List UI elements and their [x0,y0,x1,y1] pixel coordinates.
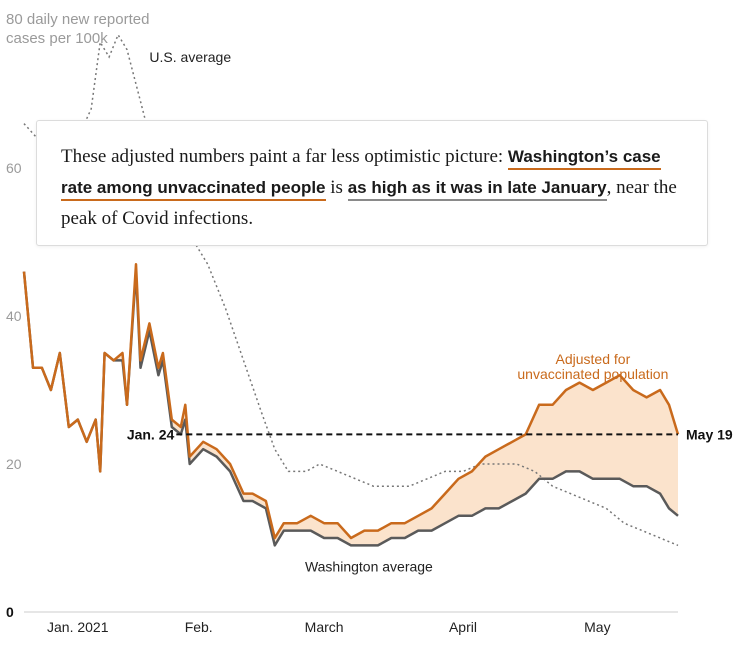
reference-end-label: May 19 [686,426,733,442]
x-tick-label: Feb. [185,619,213,635]
adjusted-label-line2: unvaccinated population [517,366,668,382]
callout-text-before: These adjusted numbers paint a far less … [61,146,508,167]
callout-text: These adjusted numbers paint a far less … [61,141,691,234]
callout-box: These adjusted numbers paint a far less … [36,120,708,246]
callout-highlight-gray: as high as it was in late January [347,178,607,201]
y-tick-label: 0 [6,604,14,620]
washington-average-label: Washington average [305,558,433,574]
y-axis-label: 80 daily new reported cases per 100k [6,11,150,47]
y-tick-label: 60 [6,160,22,176]
x-axis-ticks: Jan. 2021 Feb. March April May [47,619,611,635]
callout-text-after: , near the peak of Covid infections. [61,177,677,229]
x-tick-label: March [305,619,344,635]
reference-start-label: Jan. 24 [127,426,175,442]
adjusted-gap-area [24,264,678,546]
y-tick-label: 40 [6,308,22,324]
x-tick-label: Jan. 2021 [47,619,109,635]
x-tick-label: April [449,619,477,635]
adjusted-line [22,262,680,540]
us-average-line [23,33,679,547]
callout-text-middle: is [325,177,348,198]
x-tick-label: May [584,619,610,635]
callout-highlight-orange: Washington’s case rate among unvaccinate… [61,147,661,201]
adjusted-label-line1: Adjusted for [556,351,631,367]
us-average-label: U.S. average [149,49,231,65]
y-axis-ticks: 0 20 40 60 [6,160,22,620]
y-tick-label: 20 [6,456,22,472]
